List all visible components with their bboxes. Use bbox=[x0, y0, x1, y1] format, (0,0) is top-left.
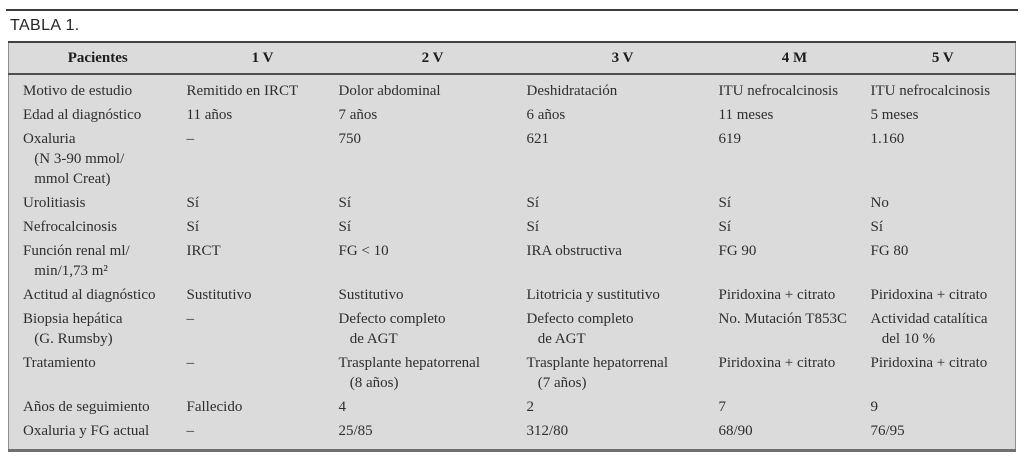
table-cell: 7 años bbox=[338, 107, 378, 123]
row-label: Edad al diagnóstico bbox=[23, 107, 142, 123]
table-cell: Sí bbox=[338, 195, 352, 211]
table-row: Función renal ml/ min/1,73 m² IRCT FG < 10… bbox=[9, 239, 1016, 283]
table-cell: FG 90 bbox=[718, 243, 757, 259]
table-cell: Sí bbox=[870, 219, 884, 235]
table-cell: – bbox=[186, 423, 195, 439]
table-cell: Piridoxina + citrato bbox=[870, 287, 988, 303]
table-cell: Sí bbox=[186, 219, 200, 235]
table-cell: Sustitutivo bbox=[186, 287, 252, 303]
table-cell: 6 años bbox=[526, 107, 566, 123]
table-cell: Sí bbox=[526, 219, 540, 235]
table-cell: 11 meses bbox=[718, 107, 774, 123]
table-cell: Defecto completo de AGT bbox=[526, 311, 634, 347]
table-cell: – bbox=[186, 131, 195, 147]
table-cell: 621 bbox=[526, 131, 550, 147]
table-cell: – bbox=[186, 355, 195, 371]
table-cell: 312/80 bbox=[526, 423, 569, 439]
table-cell: 750 bbox=[338, 131, 362, 147]
table-cell: Piridoxina + citrato bbox=[870, 355, 988, 371]
table-cell: ITU nefrocalcinosis bbox=[870, 83, 991, 99]
table-cell: Trasplante hepatorrenal (7 años) bbox=[526, 355, 668, 391]
table-row: Oxaluria (N 3-90 mmol/ mmol Creat) – 750 62… bbox=[9, 127, 1016, 191]
table-cell: Actividad catalítica del 10 % bbox=[870, 311, 988, 347]
table-cell: 5 meses bbox=[870, 107, 919, 123]
table-cell: Sí bbox=[338, 219, 352, 235]
table-cell: Remitido en IRCT bbox=[186, 83, 299, 99]
table-row: Años de seguimiento Fallecido 4 2 7 9 bbox=[9, 395, 1016, 419]
table-cell: Sustitutivo bbox=[338, 287, 404, 303]
column-header-4m: 4 M bbox=[718, 42, 871, 75]
row-label: Actitud al diagnóstico bbox=[23, 287, 156, 303]
table-cell: IRCT bbox=[186, 243, 221, 259]
table-cell: Litotricia y sustitutivo bbox=[526, 287, 660, 303]
table-body: Motivo de estudio Remitido en IRCT Dolor a… bbox=[9, 74, 1016, 451]
table-cell: FG < 10 bbox=[338, 243, 389, 259]
table-row: Oxaluria y FG actual – 25/85 312/80 68/90 76/… bbox=[9, 419, 1016, 451]
table-cell: Sí bbox=[718, 195, 732, 211]
table-row: Biopsia hepática (G. Rumsby) – Defecto com… bbox=[9, 307, 1016, 351]
row-label: Función renal ml/ min/1,73 m² bbox=[23, 243, 130, 279]
table-row: Actitud al diagnóstico Sustitutivo Sustitu… bbox=[9, 283, 1016, 307]
table-cell: Deshidratación bbox=[526, 83, 618, 99]
row-label: Oxaluria (N 3-90 mmol/ mmol Creat) bbox=[23, 131, 125, 187]
table-cell: Fallecido bbox=[186, 399, 243, 415]
column-header-2v: 2 V bbox=[338, 42, 527, 75]
table-cell: 9 bbox=[870, 399, 879, 415]
table-cell: No bbox=[870, 195, 889, 211]
table-row: Tratamiento – Trasplante hepatorrenal (8 a… bbox=[9, 351, 1016, 395]
table-row: Nefrocalcinosis Sí Sí Sí Sí Sí bbox=[9, 215, 1016, 239]
top-rule bbox=[6, 9, 1018, 11]
column-header-5v: 5 V bbox=[870, 42, 1016, 75]
table-cell: 1.160 bbox=[870, 131, 905, 147]
table-cell: – bbox=[186, 311, 195, 327]
table-cell: IRA obstructiva bbox=[526, 243, 622, 259]
table-cell: Piridoxina + citrato bbox=[718, 355, 836, 371]
table-cell: Sí bbox=[526, 195, 540, 211]
table-row: Edad al diagnóstico 11 años 7 años 6 años 11… bbox=[9, 103, 1016, 127]
row-label: Oxaluria y FG actual bbox=[23, 423, 150, 439]
table-cell: ITU nefrocalcinosis bbox=[718, 83, 839, 99]
table-cell: Sí bbox=[186, 195, 200, 211]
table-cell: 4 bbox=[338, 399, 347, 415]
row-label: Motivo de estudio bbox=[23, 83, 133, 99]
table-cell: 619 bbox=[718, 131, 742, 147]
table-cell: Defecto completo de AGT bbox=[338, 311, 446, 347]
column-header-1v: 1 V bbox=[186, 42, 339, 75]
column-header-pacientes: Pacientes bbox=[8, 42, 187, 75]
row-label: Nefrocalcinosis bbox=[23, 219, 118, 235]
table-row: Motivo de estudio Remitido en IRCT Dolor a… bbox=[9, 74, 1016, 103]
table-cell: Piridoxina + citrato bbox=[718, 287, 836, 303]
table-cell: 7 bbox=[718, 399, 727, 415]
row-label: Biopsia hepática (G. Rumsby) bbox=[23, 311, 123, 347]
table-caption: TABLA 1. bbox=[10, 17, 80, 34]
table-cell: 2 bbox=[526, 399, 535, 415]
row-label: Urolitiasis bbox=[23, 195, 86, 211]
row-label: Años de seguimiento bbox=[23, 399, 150, 415]
table-cell: Sí bbox=[718, 219, 732, 235]
table-cell: Trasplante hepatorrenal (8 años) bbox=[338, 355, 480, 391]
table-cell: 25/85 bbox=[338, 423, 373, 439]
table-cell: 76/95 bbox=[870, 423, 905, 439]
table-cell: 11 años bbox=[186, 107, 233, 123]
table-cell: 68/90 bbox=[718, 423, 753, 439]
column-header-3v: 3 V bbox=[526, 42, 719, 75]
row-label: Tratamiento bbox=[23, 355, 96, 371]
table-cell: Dolor abdominal bbox=[338, 83, 441, 99]
table-cell: No. Mutación T853C bbox=[718, 311, 847, 327]
table-row: Urolitiasis Sí Sí Sí Sí No bbox=[9, 191, 1016, 215]
table-cell: FG 80 bbox=[870, 243, 909, 259]
